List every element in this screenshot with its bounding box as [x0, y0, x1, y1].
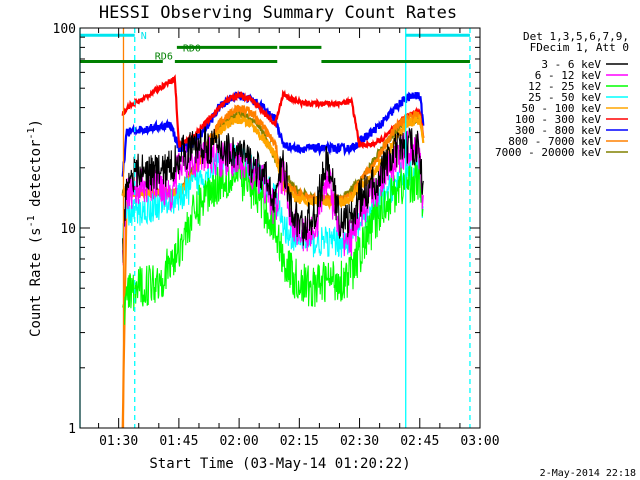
x-tick-label: 03:00	[460, 434, 499, 449]
chart-title: HESSI Observing Summary Count Rates	[99, 3, 457, 23]
x-tick-label: 01:45	[159, 434, 198, 449]
y-tick-label: 100	[53, 22, 76, 37]
legend-label: 300 - 800 keV	[515, 124, 601, 137]
y-axis-label-main: Count Rate (s	[28, 227, 44, 337]
x-tick-label: 02:15	[280, 434, 319, 449]
legend-label: 3 - 6 keV	[541, 58, 601, 71]
state-bar-label-rd0: RD0	[183, 43, 201, 54]
y-tick-label: 1	[68, 422, 76, 437]
state-bar-label-n: N	[141, 31, 147, 42]
legend-header-line: Det 1,3,5,6,7,9,	[523, 30, 629, 43]
y-axis-label-mid: detector	[28, 140, 44, 216]
x-tick-label: 02:30	[340, 434, 379, 449]
legend: Det 1,3,5,6,7,9,FDecim 1, Att 0 3 - 6 keV…	[495, 30, 629, 159]
legend-label: 25 - 50 keV	[528, 91, 601, 104]
x-tick-label: 02:00	[220, 434, 259, 449]
y-axis-label-end: )	[28, 119, 44, 127]
state-bars: N RD0 RD6	[79, 28, 471, 428]
y-axis-label: Count Rate (s-1 detector-1)	[26, 119, 44, 337]
legend-label: 800 - 7000 keV	[508, 135, 601, 148]
x-tick-label: 01:30	[99, 434, 138, 449]
series-line-6	[121, 74, 425, 150]
timestamp: 2-May-2014 22:18	[540, 468, 636, 479]
plot-frame	[79, 27, 481, 429]
legend-label: 12 - 25 keV	[528, 80, 601, 93]
axes: 1 10 100 01:30 01:45 02:00 02:15 02:30 02:45 03:0…	[53, 22, 500, 449]
legend-label: 6 - 12 keV	[535, 69, 602, 82]
x-axis-label: Start Time (03-May-14 01:20:22)	[149, 456, 410, 472]
series-line-1	[122, 126, 424, 263]
legend-header-line: FDecim 1, Att 0	[530, 41, 629, 54]
series-line-2	[122, 130, 424, 266]
y-axis-label-sup2: -1	[26, 127, 37, 139]
series-line-7	[121, 91, 425, 177]
legend-label: 50 - 100 keV	[522, 102, 602, 115]
data-lines	[121, 74, 425, 428]
state-bar-label-rd6: RD6	[155, 51, 173, 62]
legend-label: 7000 - 20000 keV	[495, 146, 601, 159]
y-axis-label-sup1: -1	[26, 215, 37, 227]
x-tick-label: 02:45	[400, 434, 439, 449]
legend-label: 100 - 300 keV	[515, 113, 601, 126]
y-tick-label: 10	[60, 222, 76, 237]
